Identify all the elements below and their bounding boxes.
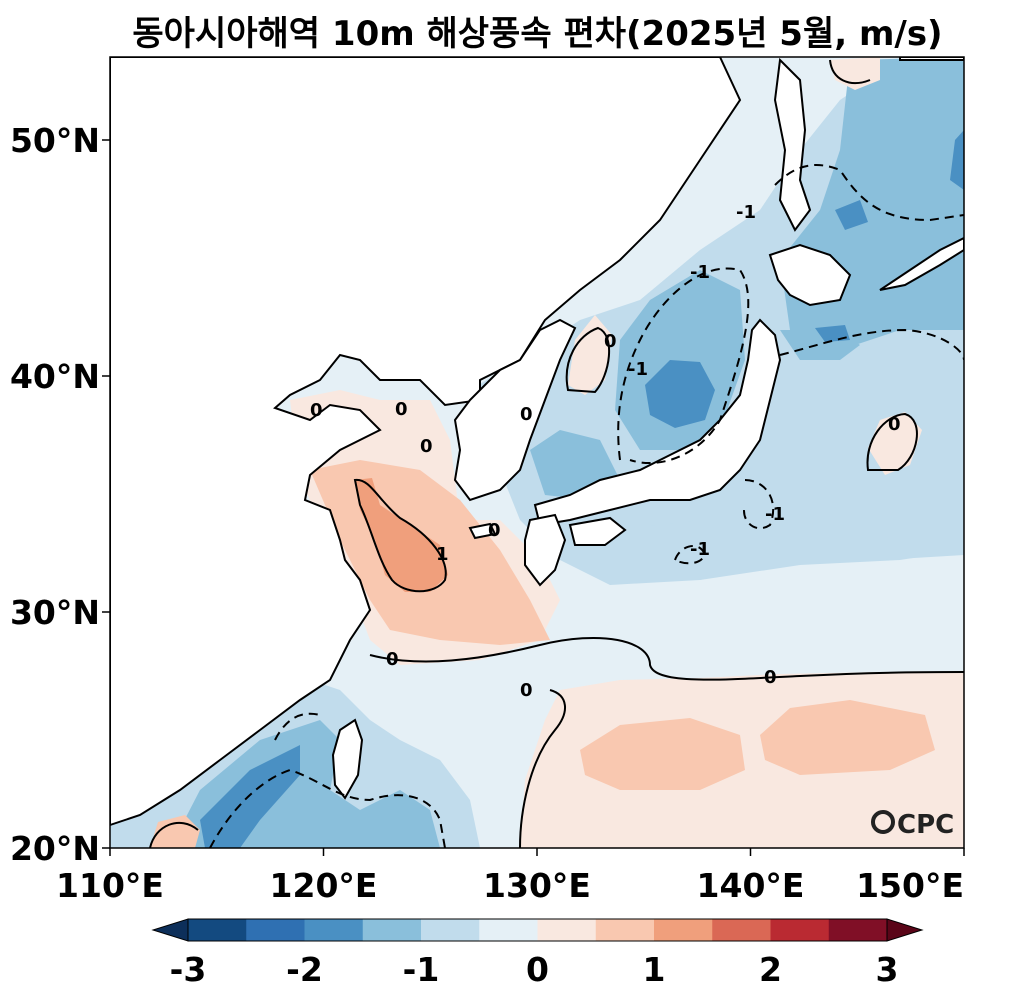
contour-zero-pacific-west bbox=[519, 689, 566, 848]
land-mask bbox=[110, 57, 964, 827]
field-warm-korea-east bbox=[568, 315, 612, 395]
contour-label: -1 bbox=[690, 262, 710, 283]
colorbar-segment bbox=[828, 919, 888, 941]
land-kuril bbox=[879, 236, 964, 291]
contour-label: 0 bbox=[395, 399, 408, 420]
field-blue-eastsea bbox=[615, 270, 745, 450]
contour-label: 0 bbox=[888, 414, 901, 435]
colorbar-segment bbox=[770, 919, 830, 941]
x-axis: 110°E 120°E 130°E 140°E 150°E bbox=[56, 848, 965, 905]
contour-zero-ecs bbox=[353, 478, 447, 593]
colorbar-segment bbox=[595, 919, 655, 941]
land-korea bbox=[453, 318, 577, 502]
colorbar-segment bbox=[304, 919, 364, 941]
contour-label: 0 bbox=[520, 680, 533, 701]
x-tick-label: 150°E bbox=[856, 866, 964, 905]
field-warm-pacific-3 bbox=[760, 700, 935, 775]
colorbar-frame bbox=[187, 918, 888, 942]
contour-label: 0 bbox=[310, 400, 323, 421]
contour-label: -1 bbox=[765, 504, 785, 525]
contour-neg-honshu-east bbox=[779, 328, 964, 361]
contour-zero-pacific bbox=[369, 636, 964, 681]
contour-label: 0 bbox=[520, 404, 533, 425]
contour-label: -1 bbox=[736, 202, 756, 223]
colorbar-tick-label: 0 bbox=[526, 950, 549, 989]
colorbar-tick-label: 3 bbox=[876, 950, 899, 989]
contour-neg-scs bbox=[209, 768, 446, 848]
contour-neg-eastsea bbox=[617, 267, 750, 465]
contour-zero-korea-east bbox=[565, 326, 611, 394]
contour-label: 1 bbox=[436, 544, 449, 565]
y-axis: 20°N 30°N 40°N 50°N bbox=[10, 121, 110, 868]
field-blue-scs-dark bbox=[200, 745, 300, 848]
x-tick-label: 140°E bbox=[697, 866, 805, 905]
land-japan-hokkaido bbox=[768, 243, 852, 307]
contour-neg-kyushu-east bbox=[743, 479, 775, 530]
colorbar-min-extend-arrow bbox=[151, 918, 189, 942]
y-tick-label: 20°N bbox=[10, 829, 100, 868]
colorbar-segment bbox=[712, 919, 771, 941]
land-jeju bbox=[468, 522, 497, 540]
field-blue-okhotsk-dark bbox=[950, 130, 964, 190]
x-tick-label: 120°E bbox=[270, 866, 378, 905]
colorbar-segment bbox=[654, 919, 713, 941]
cpc-logo: CPC bbox=[871, 810, 954, 840]
x-tick-label: 110°E bbox=[56, 866, 164, 905]
contour-neg-pacific bbox=[674, 545, 707, 565]
colorbar-tick-label: -1 bbox=[403, 950, 440, 989]
contour-label: -1 bbox=[690, 539, 710, 560]
contour-zero-scs bbox=[149, 821, 199, 848]
colorbar-tick-label: 1 bbox=[643, 950, 666, 989]
field-warm-pacific-2 bbox=[580, 718, 745, 790]
contour-neg-north bbox=[774, 164, 964, 222]
land-japan-shikoku bbox=[568, 516, 627, 546]
colorbar-tick-label: 2 bbox=[759, 950, 782, 989]
land-china bbox=[110, 57, 742, 827]
land-japan-kyushu bbox=[524, 513, 567, 587]
land-taiwan bbox=[331, 718, 364, 800]
colorbar-tick-label: -2 bbox=[286, 950, 323, 989]
logo-text: CPC bbox=[897, 810, 954, 840]
contour-zero-east bbox=[866, 412, 918, 471]
contour-lines bbox=[149, 59, 964, 848]
colorbar-segment bbox=[188, 919, 247, 941]
land-sakhalin bbox=[773, 57, 812, 232]
contour-neg-scs-2 bbox=[274, 712, 321, 741]
contour-label: 0 bbox=[386, 649, 399, 670]
contour-label: 0 bbox=[764, 667, 777, 688]
colorbar-segment bbox=[421, 919, 480, 941]
colorbar-segment bbox=[362, 919, 422, 941]
colorbar-ticks: -3 -2 -1 0 1 2 3 bbox=[170, 950, 899, 989]
y-tick-label: 40°N bbox=[10, 357, 100, 396]
map-title: 동아시아해역 10m 해상풍속 편차(2025년 5월, m/s) bbox=[132, 14, 943, 54]
colorbar-tick-label: -3 bbox=[170, 950, 207, 989]
contour-zero-okhotsk bbox=[829, 59, 871, 85]
logo-mark-icon bbox=[871, 810, 895, 834]
colorbar-segment bbox=[246, 919, 305, 941]
contour-label: 0 bbox=[604, 331, 617, 352]
field-blue-okhotsk-inner bbox=[835, 200, 868, 230]
y-tick-label: 30°N bbox=[10, 593, 100, 632]
contour-label: 0 bbox=[488, 520, 501, 541]
contour-label: 0 bbox=[420, 436, 433, 457]
colorbar-segment bbox=[479, 919, 538, 941]
colorbar-segment bbox=[537, 919, 597, 941]
x-tick-label: 130°E bbox=[483, 866, 591, 905]
field-blue-pacific-east bbox=[610, 500, 964, 580]
contour-label-group: 0 0 0 0 0 0 0 0 -1 -1 -1 -1 -1 1 0 0 bbox=[310, 202, 901, 701]
contour-label: -1 bbox=[628, 359, 648, 380]
colorbar-max-extend-arrow bbox=[886, 918, 924, 942]
contour-lines-negative bbox=[209, 164, 964, 848]
field-blue-eastsea-dark bbox=[645, 360, 715, 428]
field-warm-core bbox=[355, 478, 448, 592]
y-tick-label: 50°N bbox=[10, 121, 100, 160]
colorbar bbox=[151, 918, 924, 942]
